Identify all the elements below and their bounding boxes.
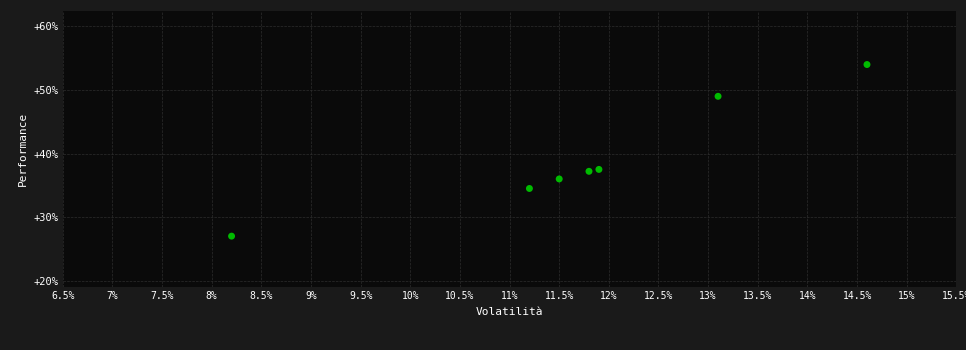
Point: [552, 176, 567, 182]
Point: [710, 93, 725, 99]
Point: [860, 62, 875, 67]
Point: [522, 186, 537, 191]
Point: [224, 233, 240, 239]
X-axis label: Volatilità: Volatilità: [476, 307, 543, 317]
Point: [591, 167, 607, 172]
Y-axis label: Performance: Performance: [18, 112, 28, 186]
Point: [582, 168, 597, 174]
